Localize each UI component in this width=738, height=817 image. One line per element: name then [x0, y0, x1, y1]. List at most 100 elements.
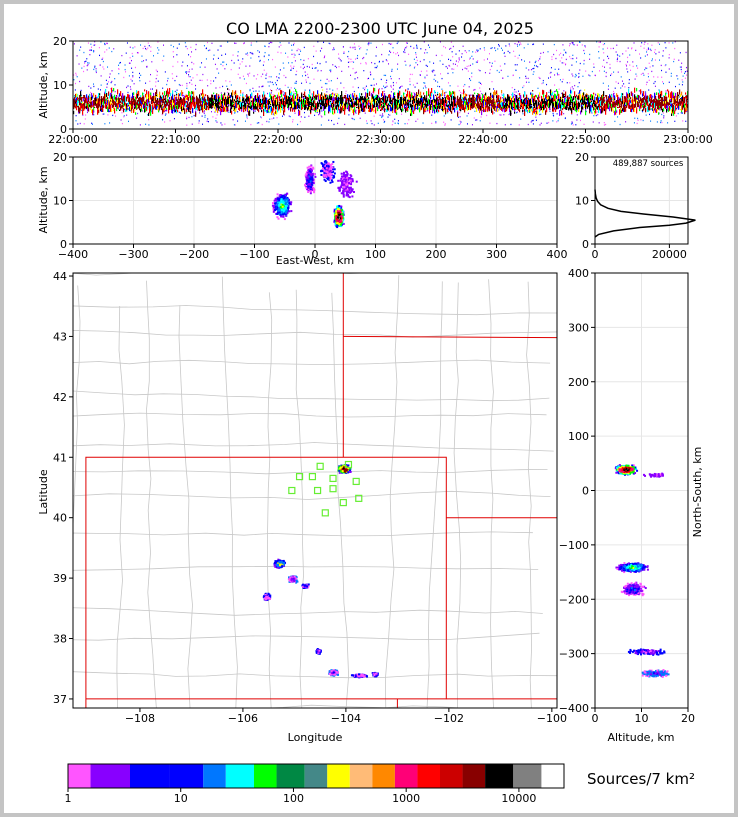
source-point — [330, 69, 332, 71]
source-point — [329, 105, 331, 112]
source-point — [348, 66, 350, 68]
source-point — [119, 93, 121, 97]
source-point — [627, 47, 629, 49]
source-point — [632, 65, 634, 68]
source-point — [682, 75, 684, 77]
source-point — [399, 104, 401, 108]
source-point — [388, 42, 390, 45]
source-point — [173, 107, 175, 110]
source-point — [510, 107, 512, 112]
source-point — [279, 104, 281, 109]
source-point — [402, 107, 404, 112]
source-point — [248, 104, 250, 106]
source-point — [237, 51, 239, 53]
source-point — [246, 98, 248, 103]
source-point — [308, 104, 310, 107]
source-point — [417, 94, 419, 97]
source-point — [131, 106, 133, 108]
source-point — [87, 64, 89, 66]
source-point — [325, 102, 327, 108]
source-point — [218, 94, 220, 96]
source-point — [93, 93, 95, 97]
source-point — [571, 122, 573, 124]
source-point — [380, 102, 382, 107]
source-point — [225, 102, 227, 107]
source-point — [500, 47, 502, 49]
source-point — [413, 110, 415, 114]
source-point — [280, 44, 282, 46]
source-point — [507, 94, 509, 98]
source-point — [381, 115, 383, 117]
source-point — [243, 97, 245, 102]
source-point — [489, 122, 491, 124]
source-point — [499, 100, 501, 105]
source-point — [297, 98, 299, 101]
source-point — [429, 61, 431, 63]
source-point — [77, 97, 79, 100]
source-point — [181, 105, 183, 112]
source-point — [610, 47, 612, 50]
source-point — [281, 100, 283, 102]
source-point — [462, 97, 464, 103]
source-point — [407, 90, 409, 97]
source-point — [148, 112, 150, 117]
source-point — [342, 105, 344, 111]
source-point — [666, 92, 668, 94]
source-point — [371, 122, 373, 125]
source-point — [489, 104, 491, 107]
source-point — [494, 99, 496, 102]
source-point — [388, 113, 390, 116]
source-point — [369, 105, 371, 107]
source-point — [523, 47, 525, 49]
source-point — [550, 76, 552, 78]
source-point — [469, 78, 471, 80]
source-point — [426, 52, 428, 54]
source-point — [439, 94, 441, 100]
source-point — [228, 92, 230, 96]
source-point — [391, 107, 393, 112]
source-point — [471, 76, 473, 78]
source-point — [136, 117, 138, 119]
source-point — [668, 81, 670, 83]
source-point — [104, 42, 106, 45]
source-point — [435, 80, 437, 82]
source-point — [576, 44, 578, 46]
source-point — [534, 64, 536, 67]
source-point — [498, 95, 500, 98]
source-point — [357, 100, 359, 104]
source-point — [311, 63, 313, 66]
source-point — [135, 112, 137, 115]
source-point — [638, 90, 640, 92]
source-point — [390, 85, 392, 87]
source-point — [605, 123, 607, 126]
source-point — [475, 101, 477, 103]
source-point — [170, 44, 172, 46]
source-point — [173, 117, 175, 120]
source-point — [122, 109, 124, 111]
source-point — [143, 96, 145, 102]
source-point — [228, 109, 230, 111]
source-point — [381, 97, 383, 100]
source-point — [129, 94, 131, 99]
source-point — [423, 92, 425, 95]
source-point — [368, 104, 370, 109]
source-point — [383, 74, 385, 77]
source-point — [598, 41, 600, 44]
source-point — [215, 103, 217, 107]
source-point — [228, 104, 230, 106]
source-point — [124, 108, 126, 111]
source-point — [237, 95, 239, 98]
source-point — [558, 74, 560, 76]
source-point — [345, 90, 347, 92]
source-point — [105, 101, 107, 104]
source-point — [242, 93, 244, 99]
source-point — [442, 90, 444, 96]
source-point — [130, 59, 132, 62]
source-point — [456, 107, 458, 110]
source-point — [481, 107, 483, 111]
source-point — [383, 102, 385, 105]
source-point — [400, 96, 402, 103]
source-point — [238, 100, 240, 105]
source-point — [661, 113, 663, 116]
source-point — [162, 92, 164, 95]
